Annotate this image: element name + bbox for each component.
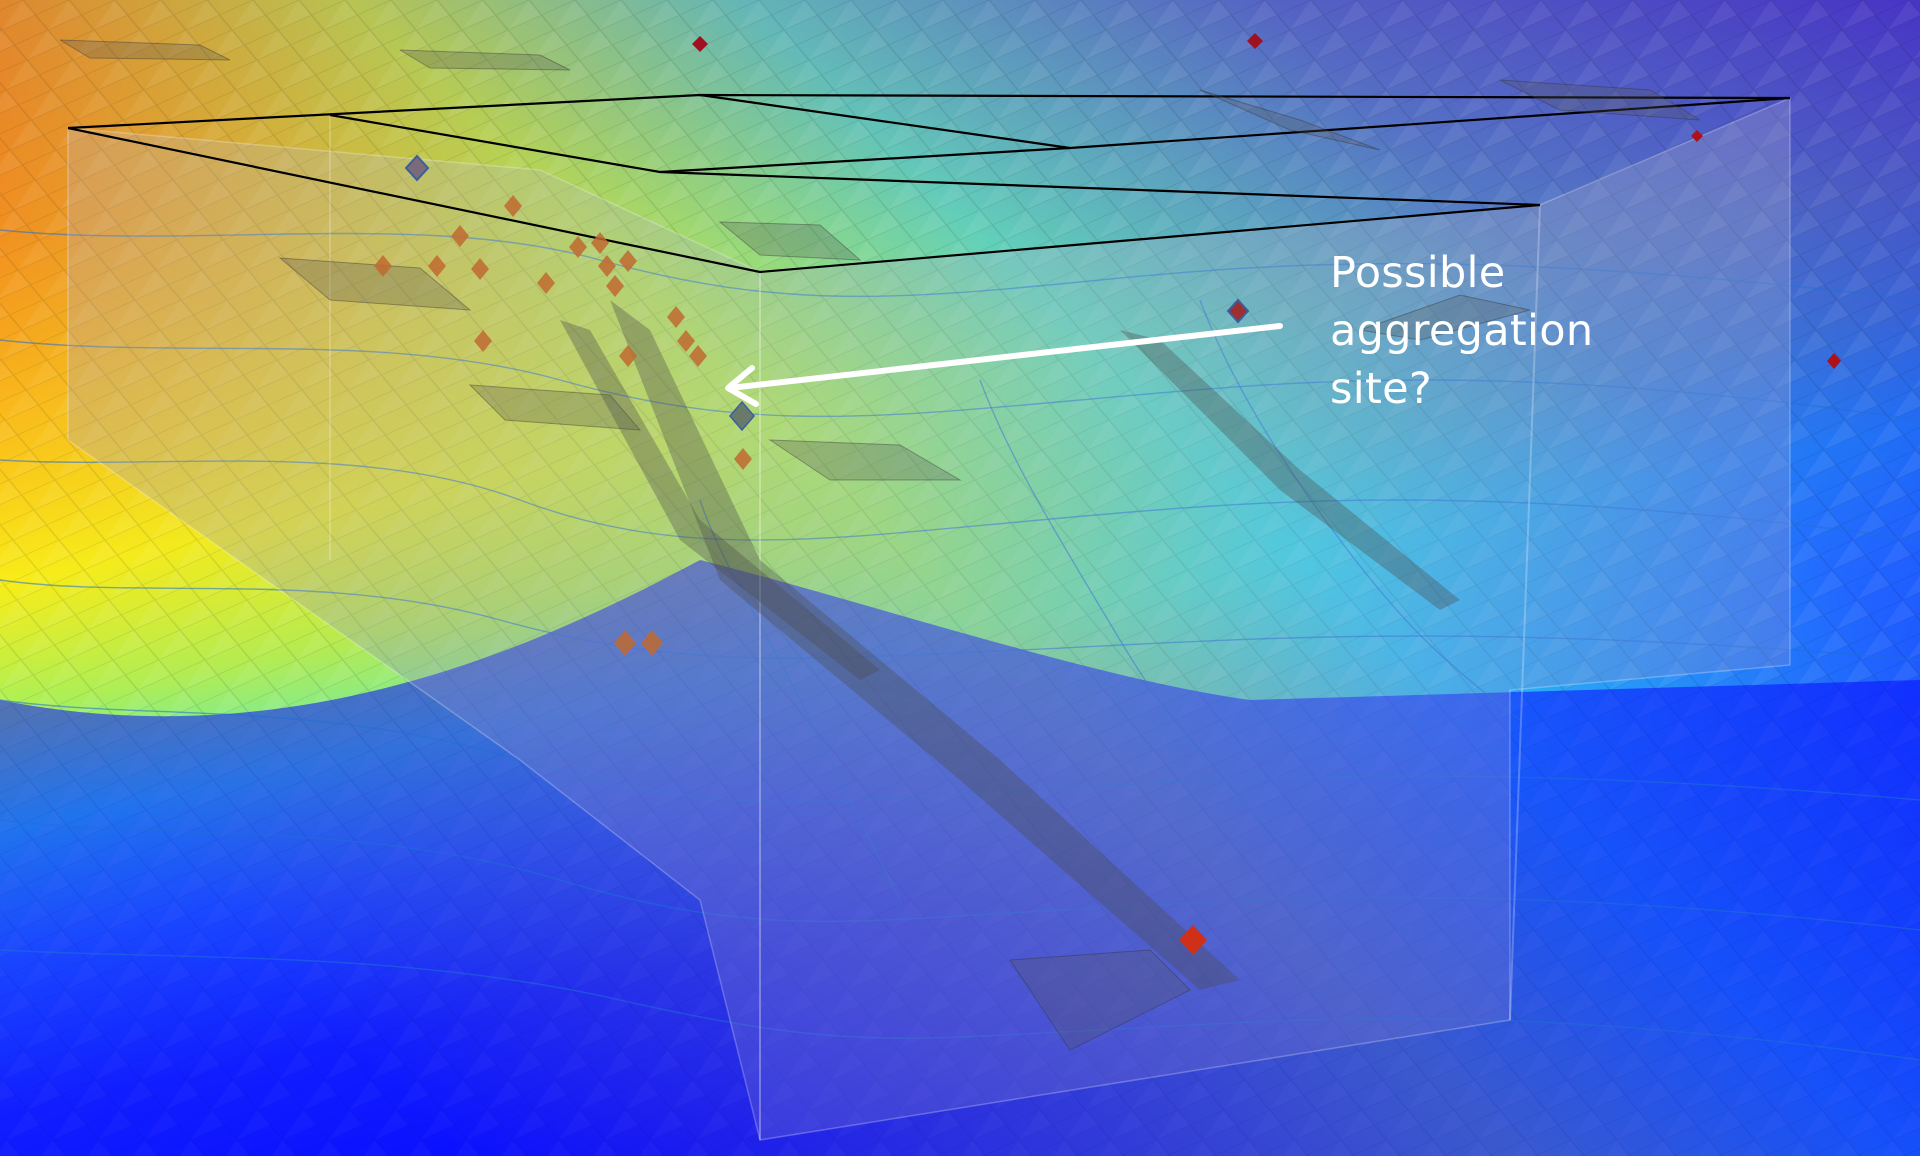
marker (569, 236, 587, 258)
marker (641, 630, 663, 656)
marker (619, 345, 637, 367)
marker (1179, 925, 1207, 955)
marker (504, 195, 522, 217)
annotation-line-1: Possible (1330, 248, 1506, 298)
fault-streaks (560, 300, 1460, 990)
marker (606, 275, 624, 297)
survey-outline (67, 93, 1791, 274)
marker (598, 255, 616, 277)
marker (734, 448, 752, 470)
marker (729, 400, 755, 432)
annotation-line-2: aggregation (1330, 306, 1594, 356)
marker (614, 630, 636, 656)
marker (591, 232, 609, 254)
marker (537, 272, 555, 294)
marker (1691, 130, 1703, 142)
marker (692, 36, 708, 52)
marker (474, 330, 492, 352)
marker (619, 250, 637, 272)
marker (1247, 33, 1263, 49)
event-markers (374, 33, 1841, 955)
survey-volume (67, 96, 1791, 1141)
marker (677, 330, 695, 352)
annotation-arrow (725, 323, 1283, 407)
annotation-label: Possible aggregation site? (1330, 244, 1650, 418)
marker (667, 306, 685, 328)
marker (404, 154, 430, 182)
marker (451, 225, 469, 247)
marker (689, 345, 707, 367)
marker (374, 255, 392, 277)
marker (428, 255, 446, 277)
marker (1827, 353, 1841, 369)
marker (471, 258, 489, 280)
marker (1226, 298, 1250, 324)
fault-patches (59, 39, 1701, 1051)
annotation-line-3: site? (1330, 364, 1432, 414)
